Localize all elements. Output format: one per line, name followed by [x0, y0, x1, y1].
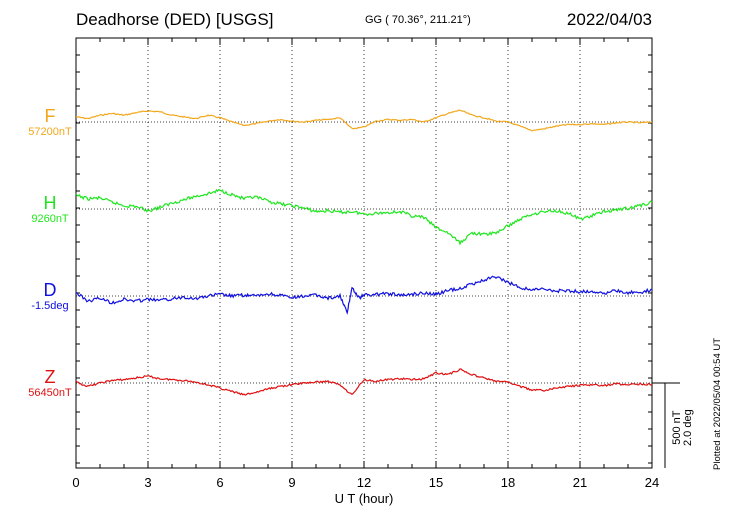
x-tick-label: 12 — [357, 475, 371, 490]
series-caption-z: Z 56450nT — [14, 367, 86, 400]
scale-deg-label: 2.0 deg — [682, 409, 694, 446]
plotted-timestamp: Plotted at 2022/05/04 00:54 UT — [712, 337, 723, 470]
x-tick-label: 3 — [144, 475, 151, 490]
x-tick-label: 21 — [573, 475, 587, 490]
x-tick-label: 9 — [288, 475, 295, 490]
plot-date: 2022/04/03 — [566, 10, 652, 29]
series-baseline-value: 56450nT — [28, 387, 72, 399]
x-tick-label: 24 — [645, 475, 659, 490]
series-name: D — [43, 280, 57, 300]
series-name: Z — [44, 367, 56, 387]
series-line-z — [75, 368, 653, 396]
station-title: Deadhorse (DED) [USGS] — [76, 10, 274, 29]
series-caption-h: H 9260nT — [14, 193, 86, 226]
series-line-d — [75, 275, 653, 315]
scale-label: 500 nT 2.0 deg — [671, 409, 694, 446]
x-tick-label: 18 — [501, 475, 515, 490]
x-tick-label: 0 — [72, 475, 79, 490]
series-line-h — [75, 188, 653, 246]
series-caption-f: F 57200nT — [14, 106, 86, 139]
series-baseline-value: 9260nT — [31, 213, 69, 225]
series-line-f — [75, 109, 653, 132]
x-tick-label: 6 — [216, 475, 223, 490]
x-tick-label: 15 — [429, 475, 443, 490]
x-axis-label: U T (hour) — [335, 491, 394, 506]
series-name: H — [43, 193, 57, 213]
series-name: F — [44, 106, 56, 126]
station-coordinates: GG ( 70.36°, 211.21°) — [365, 14, 471, 26]
series-baseline-value: -1.5deg — [31, 300, 69, 312]
series-caption-d: D -1.5deg — [14, 280, 86, 313]
series-baseline-value: 57200nT — [28, 126, 72, 138]
